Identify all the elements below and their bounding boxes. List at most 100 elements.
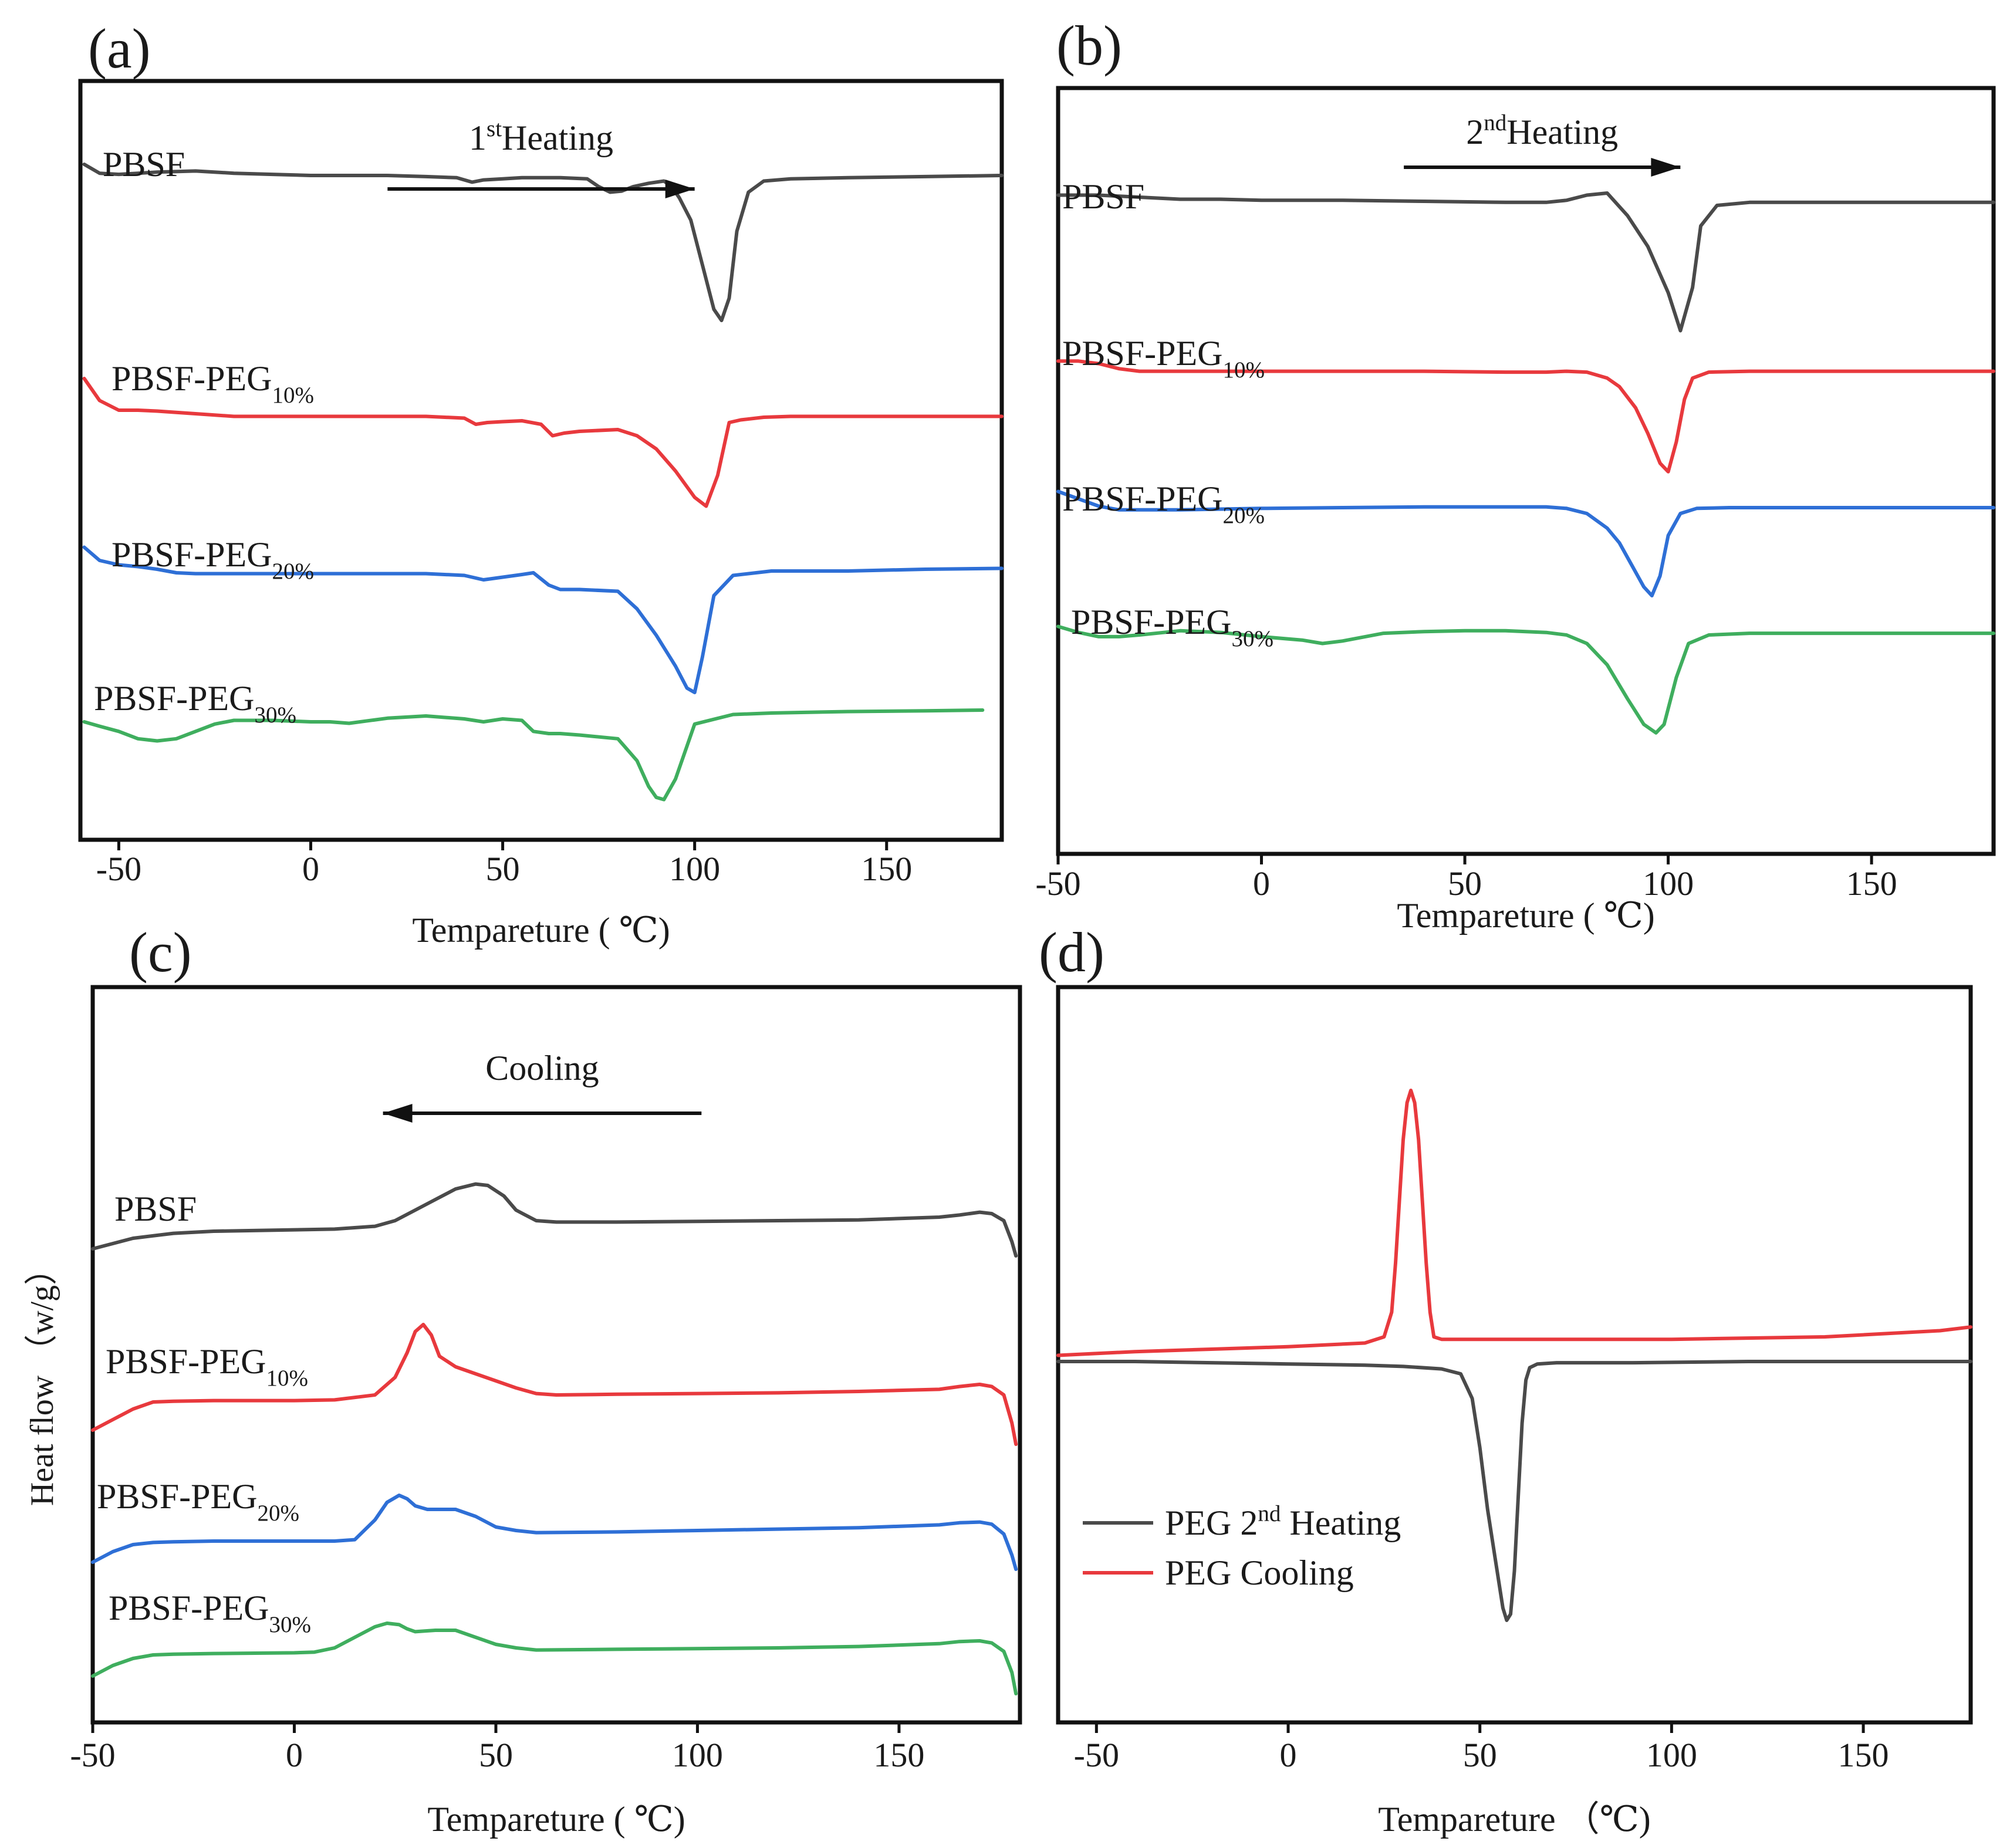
series-label-3-sub: 20% <box>1222 503 1265 528</box>
plot-frame <box>90 985 1022 1725</box>
x-tick-label: 50 <box>1463 1736 1497 1774</box>
x-tick-label: -50 <box>70 1736 115 1774</box>
x-tick-label: 100 <box>669 850 720 888</box>
legend-label-1-sup: nd <box>1258 1501 1281 1526</box>
series-line-2 <box>82 377 1004 508</box>
x-tick-label: 100 <box>1646 1736 1697 1774</box>
series-line-3 <box>91 1494 1018 1571</box>
x-tick-label: 50 <box>479 1736 513 1774</box>
x-tick-label: 0 <box>302 850 319 888</box>
panel-d: (d) -50 0 50 100 150 Tempareture （℃) PEG 2nd He… <box>1039 921 1973 1839</box>
series-label-3-base: PBSF-PEG <box>112 535 272 574</box>
series-line-2 <box>91 1323 1018 1446</box>
annotation-label-suffix: Heating <box>1506 113 1618 151</box>
series-line-1 <box>82 163 1004 322</box>
x-tick-label: -50 <box>1035 864 1080 903</box>
series-label-1-base: PBSF <box>114 1190 197 1228</box>
panel-a: (a) -50 0 50 100 150 Tempareture ( ℃) PBSF PBSF-… <box>78 17 1004 950</box>
x-tick-label: 100 <box>672 1736 723 1774</box>
series-label-1-base: PBSF <box>103 145 185 184</box>
series-label-4-base: PBSF-PEG <box>94 679 254 718</box>
legend-label-2: PEG Cooling <box>1165 1553 1354 1592</box>
series-label-2-sub: 10% <box>266 1366 308 1391</box>
legend-label-1-suffix: Heating <box>1281 1504 1401 1542</box>
plot-frame <box>1056 86 1996 856</box>
panel-letter: (a) <box>88 17 151 80</box>
series-line-1 <box>1056 191 1995 333</box>
x-tick-label: 150 <box>1846 864 1897 903</box>
series-label-2: PBSF-PEG10% <box>1062 334 1265 383</box>
annotation-label-suffix: Heating <box>502 119 613 157</box>
x-axis-label: Tempareture （℃) <box>1378 1800 1650 1839</box>
legend: PEG 2nd Heating PEG Cooling <box>1083 1501 1401 1592</box>
series-label-4: PBSF-PEG30% <box>109 1589 311 1637</box>
series-label-2: PBSF-PEG10% <box>112 359 314 408</box>
series-label-3-sub: 20% <box>257 1501 299 1526</box>
annotation-label-sup: st <box>487 116 502 141</box>
series-label-3-base: PBSF-PEG <box>97 1477 257 1516</box>
x-tick-label: -50 <box>96 850 141 888</box>
annotation-label: Cooling <box>485 1049 599 1087</box>
panel-b: (b) -50 0 50 100 150 Tempareture ( ℃) PBSF PBSF-… <box>1035 14 1996 935</box>
panel-c: (c) -50 0 50 100 150 Tempareture ( ℃) PBSF PBSF-… <box>70 921 1022 1839</box>
series-label-2-base: PBSF-PEG <box>112 359 272 398</box>
series-label-4: PBSF-PEG30% <box>94 679 296 728</box>
x-tick-label: 0 <box>286 1736 303 1774</box>
series-label-3-base: PBSF-PEG <box>1062 479 1222 518</box>
series-label-4-sub: 30% <box>254 702 296 728</box>
annotation-label: 2ndHeating <box>1466 110 1618 151</box>
series-label-2-sub: 10% <box>272 383 314 408</box>
series-label-3: PBSF-PEG20% <box>112 535 314 584</box>
x-tick-label: 0 <box>1253 864 1270 903</box>
series-line-3 <box>82 545 1004 694</box>
series-line-3 <box>1056 489 1995 597</box>
x-tick-label: 150 <box>873 1736 924 1774</box>
plot-frame <box>78 79 1004 842</box>
series-line-1 <box>1056 1360 1972 1622</box>
annotation-label-sup: nd <box>1484 110 1507 136</box>
series-line-4 <box>82 708 985 802</box>
x-tick-label: 100 <box>1643 864 1694 903</box>
series-label-2-base: PBSF-PEG <box>106 1342 266 1381</box>
series-label-1: PBSF <box>1062 177 1144 216</box>
series-line-4 <box>1056 624 1995 735</box>
annotation-arrowhead <box>383 1104 413 1123</box>
x-axis-label: Tempareture ( ℃) <box>1397 896 1654 935</box>
legend-label-1-base: PEG 2 <box>1165 1504 1258 1542</box>
x-axis-label: Tempareture ( ℃) <box>412 911 670 950</box>
series-line-2 <box>1056 359 1995 474</box>
x-tick-label: 150 <box>861 850 912 888</box>
series-label-4-base: PBSF-PEG <box>109 1589 269 1627</box>
panel-letter: (c) <box>129 921 192 984</box>
annotation-arrowhead <box>1651 158 1681 177</box>
y-axis-label: Heat flow （w/g） <box>24 1252 60 1506</box>
series-label-4-sub: 30% <box>1231 626 1273 651</box>
series-line-1 <box>91 1182 1018 1258</box>
series-label-1-base: PBSF <box>1062 177 1144 216</box>
x-tick-label: -50 <box>1074 1736 1119 1774</box>
x-tick-label: 50 <box>486 850 520 888</box>
annotation-arrowhead <box>665 180 695 198</box>
series-label-3: PBSF-PEG20% <box>97 1477 299 1526</box>
series-label-3-sub: 20% <box>272 559 314 584</box>
series-label-4: PBSF-PEG30% <box>1071 603 1273 651</box>
plot-frame <box>1056 985 1973 1725</box>
panel-letter: (b) <box>1056 14 1122 77</box>
series-label-2: PBSF-PEG10% <box>106 1342 308 1391</box>
series-label-3: PBSF-PEG20% <box>1062 479 1265 528</box>
series-label-1: PBSF <box>103 145 185 184</box>
series-label-2-sub: 10% <box>1222 357 1265 383</box>
series-label-4-sub: 30% <box>269 1612 311 1637</box>
annotation-label-base: Cooling <box>485 1049 599 1087</box>
series-line-4 <box>91 1621 1018 1695</box>
legend-label-1: PEG 2nd Heating <box>1165 1501 1401 1542</box>
x-tick-label: 50 <box>1448 864 1482 903</box>
series-label-2-base: PBSF-PEG <box>1062 334 1222 373</box>
annotation-label-base: 2 <box>1466 113 1484 151</box>
panel-letter: (d) <box>1039 921 1104 984</box>
series-line-2 <box>1056 1089 1972 1357</box>
x-tick-label: 150 <box>1838 1736 1889 1774</box>
annotation-label-base: 1 <box>469 119 487 157</box>
series-label-4-base: PBSF-PEG <box>1071 603 1231 641</box>
